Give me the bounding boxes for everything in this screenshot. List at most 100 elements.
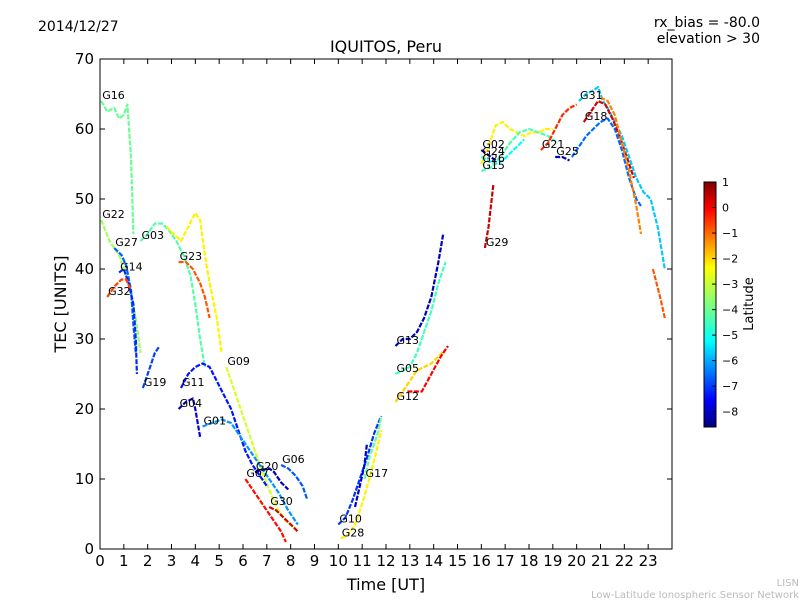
series-label-g18: G18 [585,110,608,123]
series-track-g23 [178,260,211,319]
y-tick-label: 20 [75,400,94,418]
series-track-g21 [540,103,578,151]
y-tick-label: 10 [75,470,94,488]
series-track-g02 [480,149,497,162]
colorbar-tick-label: −7 [722,380,738,393]
series-track-g28 [340,429,383,540]
x-tick-label: 13 [400,552,419,570]
series-label-g10: G10 [339,513,362,526]
series-track-g03 [139,222,206,368]
colorbar-ticks: 1 0 −1 −2 −3 −4 −5 −6 −7 −8 [712,176,738,419]
series-labels: G16G22G27G14G32G19G03G23G09G11G04G01G20G… [102,89,607,540]
x-tick-label: 18 [519,552,538,570]
series-track-g26 [480,120,553,165]
x-tick-label: 5 [214,552,224,570]
x-tick-label: 9 [310,552,320,570]
series-track-g18 [582,99,635,179]
series-track-g19 [141,345,161,389]
series-track-g16 [100,100,135,235]
series-track-g32 [106,278,133,298]
colorbar-tick-label: −6 [722,355,738,368]
series-track-g18b [600,96,643,235]
series-label-g20: G20 [256,460,279,473]
series-track-g17 [363,415,383,480]
plot-content [100,85,666,543]
series-track-g05 [395,261,447,375]
series-track-g14 [118,267,138,375]
series-label-g25: G25 [556,145,579,158]
series-track-g01 [202,418,299,526]
x-tick-label: 21 [591,552,610,570]
x-tick-label: 19 [543,552,562,570]
colorbar-tick-label: 1 [722,176,729,189]
series-track-g04 [177,397,202,438]
series-track-g10 [337,415,383,526]
y-tick-label: 30 [75,330,94,348]
series-track-g20 [254,467,290,491]
colorbar [703,181,717,428]
series-label-g29: G29 [486,236,509,249]
series-label-g21: G21 [542,138,565,151]
series-label-g17: G17 [366,467,389,480]
x-tick-label: 10 [329,552,348,570]
series-label-g19: G19 [144,376,167,389]
footer-network: Low-Latitude Ionospheric Sensor Network [591,590,799,600]
series-label-g24: G24 [482,145,505,158]
y-tick-label: 70 [75,50,94,68]
x-tick-label: 2 [143,552,153,570]
y-tick-label: 50 [75,190,94,208]
series-label-g27: G27 [115,236,138,249]
colorbar-tick-label: −4 [722,304,738,317]
series-track-g28b [353,443,368,508]
colorbar-tick-label: −1 [722,227,738,240]
series-track-g30 [268,506,299,533]
series-label-g26: G26 [482,152,505,165]
bias-label: rx_bias = -80.0 [654,15,760,31]
y-axis: 0 10 20 30 40 50 60 70 [75,50,672,558]
series-track-g22 [100,219,142,354]
x-tick-label: 8 [286,552,296,570]
y-axis-label: TEC [UNITS] [51,256,70,354]
series-label-g12: G12 [397,390,420,403]
x-tick-label: 15 [448,552,467,570]
series-label-g07: G07 [246,467,269,480]
series-label-g15: G15 [482,159,505,172]
series-label-g31: G31 [580,89,603,102]
series-label-g14: G14 [120,261,143,274]
series-label-g09: G09 [227,355,250,368]
x-tick-label: 12 [376,552,395,570]
x-tick-label: 4 [191,552,201,570]
x-tick-label: 0 [95,552,105,570]
y-tick-label: 60 [75,120,94,138]
x-tick-label: 1 [119,552,129,570]
x-tick-label: 14 [424,552,443,570]
series-track-g31 [578,85,666,270]
x-tick-label: 6 [238,552,248,570]
series-track-g07 [244,478,287,543]
series-track-g13 [394,233,445,347]
series-label-g22: G22 [102,208,125,221]
colorbar-tick-label: −8 [722,406,738,419]
x-tick-label: 16 [472,552,491,570]
x-tick-label: 23 [639,552,658,570]
series-track-g12b [407,345,449,393]
series-track-g11 [180,362,268,487]
colorbar-label: Latitude [742,277,757,331]
footer-lisn: LISN [777,578,799,589]
series-label-g16: G16 [102,89,125,102]
x-axis: 0 1 2 3 4 5 6 7 8 9 10 11 12 13 14 15 16 17 18 19 20 21 22 23 [95,59,658,570]
x-tick-label: 22 [615,552,634,570]
x-tick-label: 7 [262,552,272,570]
series-label-g28: G28 [342,527,365,540]
colorbar-tick-label: −2 [722,253,738,266]
x-tick-label: 20 [567,552,586,570]
colorbar-tick-label: −5 [722,329,738,342]
y-tick-label: 40 [75,260,94,278]
elevation-label: elevation > 30 [657,31,760,47]
colorbar-tick-label: 0 [722,202,729,215]
x-axis-label: Time [UT] [346,575,425,594]
x-tick-label: 3 [167,552,177,570]
series-label-g05: G05 [397,362,420,375]
x-tick-label: 17 [496,552,515,570]
series-track-g25 [555,155,570,162]
